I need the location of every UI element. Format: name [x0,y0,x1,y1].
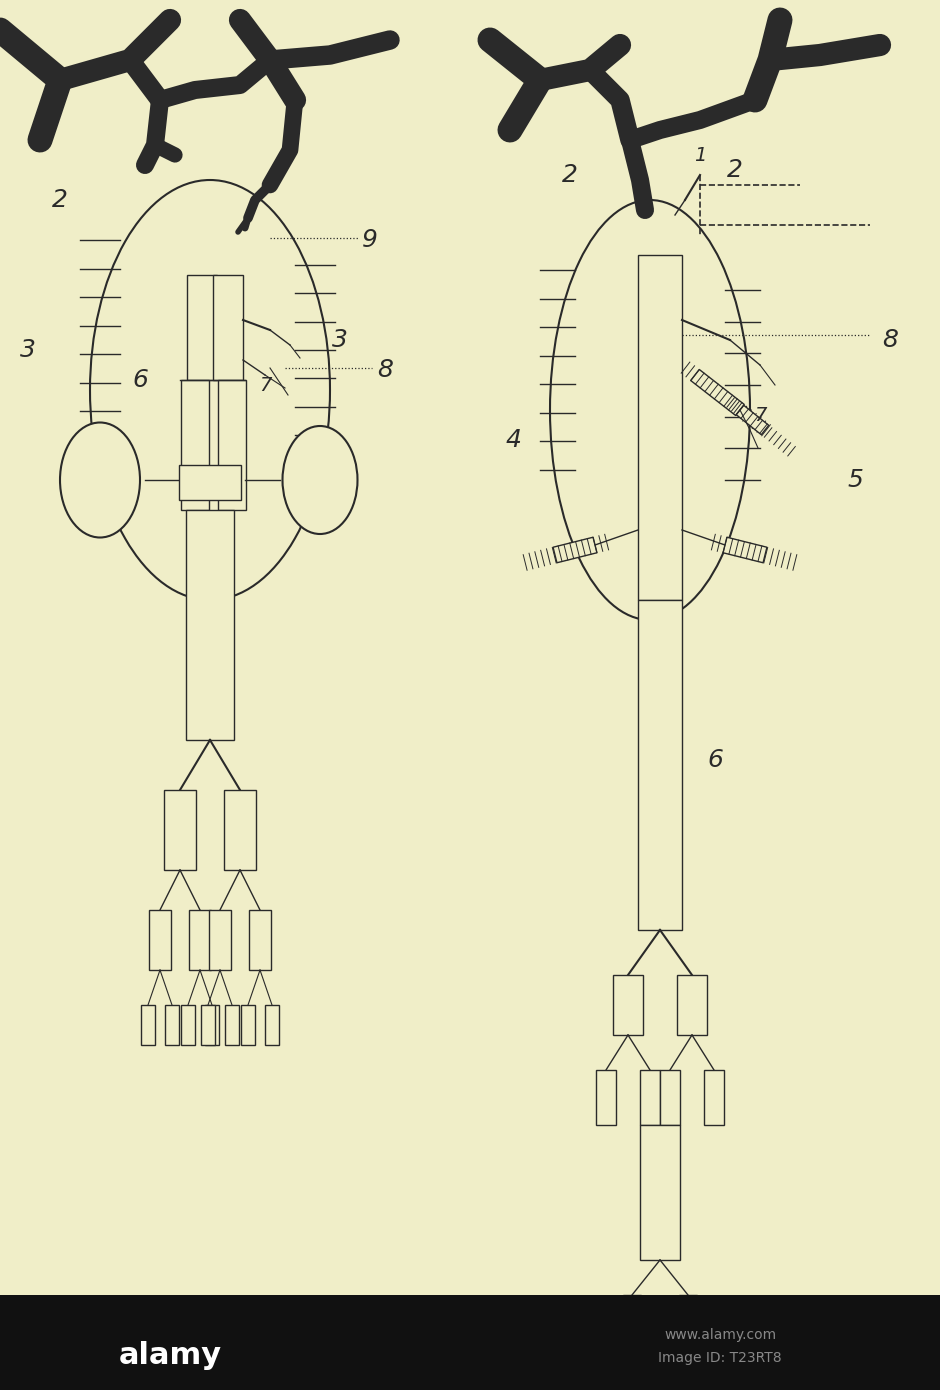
Bar [0,1295,940,1390]
Text: 4: 4 [505,428,521,452]
Polygon shape [225,1005,239,1045]
Polygon shape [638,254,682,600]
Polygon shape [179,466,241,500]
Text: 5: 5 [847,468,863,492]
Polygon shape [224,790,256,870]
Text: 8: 8 [377,359,393,382]
Polygon shape [640,1125,680,1259]
Polygon shape [201,1005,215,1045]
Polygon shape [736,406,769,435]
Polygon shape [186,510,234,739]
Polygon shape [679,1295,697,1346]
Polygon shape [638,600,682,930]
Polygon shape [723,538,767,563]
Text: 7: 7 [258,375,271,395]
Text: 2: 2 [52,188,68,213]
Polygon shape [165,1005,179,1045]
Polygon shape [660,1070,680,1125]
Polygon shape [149,910,171,970]
Ellipse shape [60,423,140,538]
Polygon shape [218,379,246,510]
Text: 7: 7 [754,406,766,424]
Polygon shape [181,1005,195,1045]
Polygon shape [623,1295,641,1346]
Text: 6: 6 [707,748,723,771]
Text: 3: 3 [332,328,348,352]
Polygon shape [181,379,209,510]
Polygon shape [241,1005,255,1045]
Polygon shape [209,910,231,970]
Polygon shape [249,910,271,970]
Polygon shape [640,1070,660,1125]
Polygon shape [553,538,597,563]
Text: 3: 3 [20,338,36,361]
Text: 8: 8 [882,328,898,352]
Polygon shape [677,974,707,1036]
Ellipse shape [550,200,750,620]
Polygon shape [596,1070,616,1125]
Text: 1: 1 [694,146,706,164]
Text: Image ID: T23RT8: Image ID: T23RT8 [658,1351,782,1365]
Polygon shape [205,1005,219,1045]
Polygon shape [613,974,643,1036]
Text: www.alamy.com: www.alamy.com [664,1327,776,1341]
Polygon shape [189,910,211,970]
Polygon shape [141,1005,155,1045]
Ellipse shape [283,425,357,534]
Polygon shape [265,1005,279,1045]
Text: 2: 2 [562,163,578,188]
Text: 6: 6 [132,368,148,392]
Text: alamy: alamy [118,1340,222,1369]
Text: 2: 2 [727,158,743,182]
Polygon shape [213,275,243,379]
Polygon shape [187,275,217,379]
Ellipse shape [90,179,330,600]
Polygon shape [691,370,744,416]
Polygon shape [704,1070,724,1125]
Polygon shape [164,790,196,870]
Text: 9: 9 [362,228,378,252]
